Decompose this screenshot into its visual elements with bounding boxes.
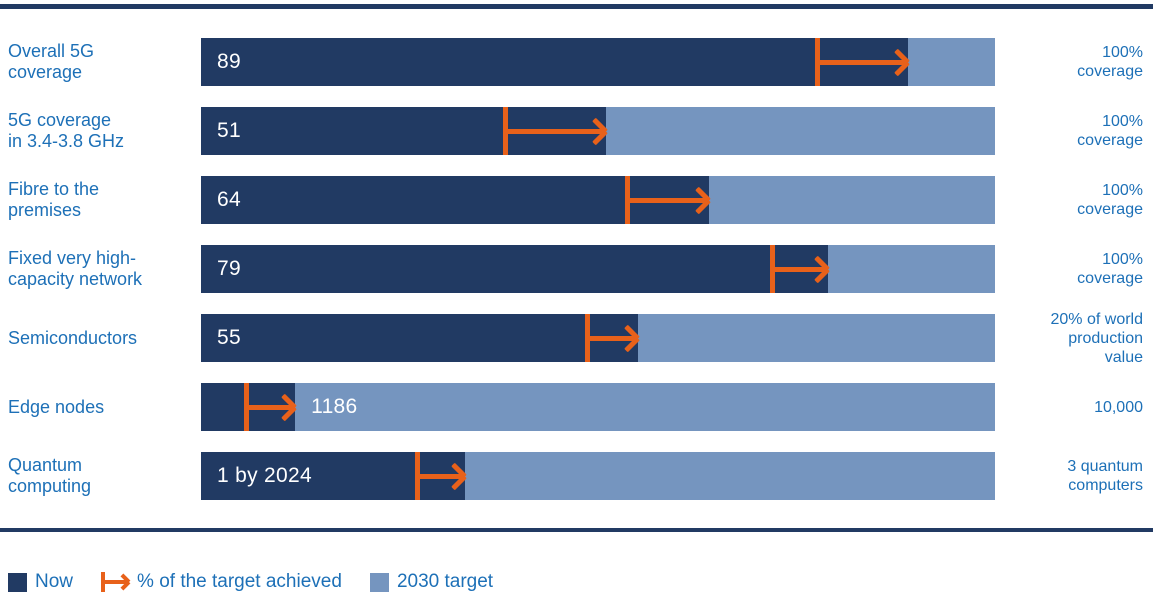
legend-item: Now xyxy=(8,571,73,593)
chart-rows: Overall 5G coverage 89 100% coverage 5G … xyxy=(0,38,1153,500)
chart-row: 5G coverage in 3.4-3.8 GHz 51 100% cover… xyxy=(0,107,1153,155)
target-achieved-arrow-icon xyxy=(243,383,297,431)
top-divider xyxy=(0,4,1153,9)
chart-row: Edge nodes 1186 10,000 xyxy=(0,383,1153,431)
bottom-divider xyxy=(0,528,1153,532)
target-achieved-arrow-icon xyxy=(585,314,640,362)
row-label: Fixed very high- capacity network xyxy=(8,248,143,289)
arrow-shaft xyxy=(415,473,463,479)
target-label: 3 quantum computers xyxy=(1067,458,1143,494)
arrow-shaft xyxy=(624,197,707,203)
legend-label: Now xyxy=(35,571,74,592)
legend: Now % of the target achieved 2030 target xyxy=(0,570,1153,594)
bar-value: 1186 xyxy=(311,395,358,418)
digital-targets-chart: Overall 5G coverage 89 100% coverage 5G … xyxy=(0,4,1153,594)
bar-now-fill xyxy=(201,176,710,224)
target-achieved-arrow-icon xyxy=(415,452,468,500)
target-achieved-arrow-icon xyxy=(624,176,711,224)
legend-item: % of the target achieved xyxy=(101,570,342,594)
target-label: 100% coverage xyxy=(1077,113,1143,149)
arrow-shaft xyxy=(585,335,635,341)
bar-track-2030-target: 55 xyxy=(201,314,995,362)
target-label: 10,000 xyxy=(1094,398,1143,416)
bar-value: 64 xyxy=(217,188,241,211)
legend-swatch xyxy=(8,572,27,592)
bar-track-2030-target: 1 by 2024 xyxy=(201,452,995,500)
bar-track-2030-target: 89 xyxy=(201,38,995,86)
target-label: 100% coverage xyxy=(1077,251,1143,287)
target-achieved-arrow-icon xyxy=(814,38,910,86)
target-achieved-arrow-icon xyxy=(770,245,831,293)
bar-value: 89 xyxy=(217,50,241,73)
arrow-shaft xyxy=(770,266,826,272)
row-label: Quantum computing xyxy=(8,455,92,496)
bar-track-2030-target: 64 xyxy=(201,176,995,224)
chart-row: Fibre to the premises 64 100% coverage xyxy=(0,176,1153,224)
arrow-shaft xyxy=(502,128,603,134)
bar-value: 79 xyxy=(217,257,241,280)
legend-label: % of the target achieved xyxy=(137,571,342,592)
bar-value: 51 xyxy=(217,119,241,142)
bar-track-2030-target: 79 xyxy=(201,245,995,293)
legend-label: 2030 target xyxy=(396,571,494,592)
row-label: 5G coverage in 3.4-3.8 GHz xyxy=(8,110,125,151)
chart-row: Overall 5G coverage 89 100% coverage xyxy=(0,38,1153,86)
arrow-shaft xyxy=(243,404,293,410)
bar-track-2030-target: 1186 xyxy=(201,383,995,431)
bar-now-fill xyxy=(201,314,638,362)
bar-now-fill xyxy=(201,38,908,86)
row-label: Semiconductors xyxy=(8,327,138,348)
bar-value: 1 by 2024 xyxy=(217,464,312,487)
legend-item: 2030 target xyxy=(369,571,494,593)
row-label: Edge nodes xyxy=(8,396,105,417)
bar-now-fill xyxy=(201,245,829,293)
target-label: 20% of world production value xyxy=(1050,310,1144,366)
target-label: 100% coverage xyxy=(1077,182,1143,218)
bar-value: 55 xyxy=(217,326,241,349)
chart-row: Semiconductors 55 20% of world productio… xyxy=(0,311,1153,366)
target-label: 100% coverage xyxy=(1077,44,1143,80)
arrow-shaft xyxy=(814,59,905,65)
target-achieved-arrow-icon xyxy=(502,107,608,155)
chart-row: Quantum computing 1 by 2024 3 quantum co… xyxy=(0,452,1153,500)
target-achieved-arrow-icon xyxy=(101,570,131,594)
row-label: Overall 5G coverage xyxy=(8,41,95,82)
row-label: Fibre to the premises xyxy=(8,179,100,220)
legend-swatch xyxy=(369,572,389,592)
chart-row: Fixed very high- capacity network 79 100… xyxy=(0,245,1153,293)
bar-track-2030-target: 51 xyxy=(201,107,995,155)
